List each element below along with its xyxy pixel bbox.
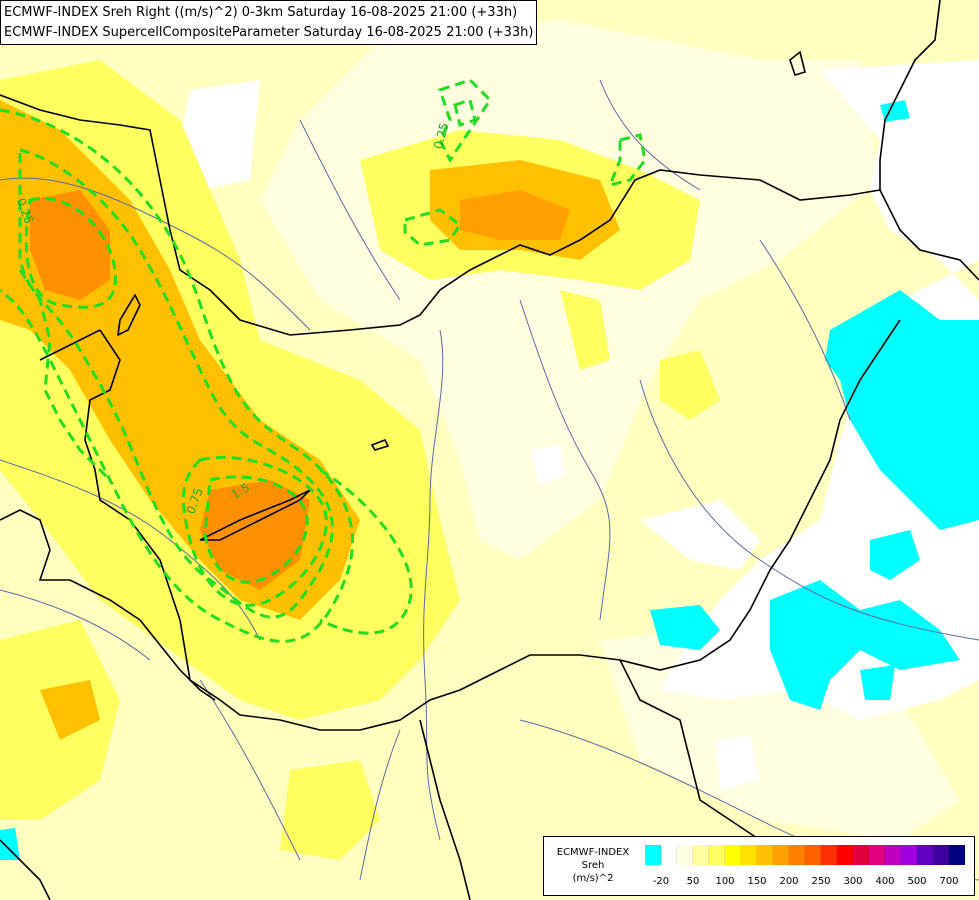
legend-swatch [901, 845, 917, 865]
legend-swatch [885, 845, 901, 865]
orange-area [40, 680, 100, 740]
river [359, 729, 401, 881]
river [423, 329, 444, 841]
legend-title: ECMWF-INDEX Sreh (m/s)^2 [548, 846, 638, 885]
river [199, 679, 301, 861]
cyan-area [860, 665, 895, 700]
white-area [530, 445, 565, 485]
scp-contour [18, 269, 112, 482]
legend-tick-label: 100 [715, 876, 735, 887]
contour-layer [0, 78, 647, 643]
legend-swatch [869, 845, 885, 865]
yellow-area [660, 350, 720, 420]
country-border [0, 839, 51, 900]
river [519, 299, 611, 621]
legend-swatch [773, 845, 789, 865]
legend-tick-label: 300 [843, 876, 863, 887]
white-area [715, 735, 760, 790]
river [299, 119, 401, 301]
legend-swatch [661, 845, 677, 865]
country-border [0, 509, 216, 701]
country-border [39, 329, 101, 361]
cyan-fill-layer [0, 100, 979, 860]
legend-swatch [805, 845, 821, 865]
river [0, 177, 311, 331]
scp-contour [607, 133, 647, 188]
country-border [0, 0, 941, 336]
legend-ticks: -20 50 100 150 200 250 300 400 500 700 [645, 876, 965, 890]
legend-swatch [725, 845, 741, 865]
legend-swatch [677, 845, 693, 865]
scp-contour [24, 197, 118, 309]
legend-swatches [645, 845, 965, 865]
scp-contour [181, 455, 328, 607]
contour-label: 0.25 [431, 121, 451, 150]
legend-swatch [693, 845, 709, 865]
scp-contour [438, 78, 492, 163]
title-line-1: ECMWF-INDEX Sreh Right ((m/s)^2) 0-3km S… [4, 5, 518, 20]
map-title: ECMWF-INDEX Sreh Right ((m/s)^2) 0-3km S… [0, 0, 538, 45]
river [759, 239, 851, 421]
legend-swatch [917, 845, 933, 865]
legend-swatch [645, 845, 661, 865]
cyan-area [0, 828, 20, 860]
scp-contour [453, 98, 477, 127]
legend-tick-label: 150 [747, 876, 767, 887]
lake [199, 489, 311, 541]
cyan-area [870, 530, 920, 580]
color-legend: ECMWF-INDEX Sreh (m/s)^2 -20 50 100 150 200 2… [543, 836, 975, 896]
legend-tick-label: -20 [652, 876, 670, 887]
legend-swatch [709, 845, 725, 865]
deep-orange-area [200, 480, 310, 590]
legend-title-line-1: ECMWF-INDEX [556, 847, 630, 858]
country-border [419, 719, 471, 900]
legend-title-line-3: (m/s)^2 [572, 873, 614, 884]
country-border [879, 189, 979, 281]
cyan-area [770, 580, 960, 710]
legend-swatch [933, 845, 949, 865]
legend-swatch [741, 845, 757, 865]
scp-contour [203, 475, 309, 584]
river [599, 79, 701, 191]
legend-tick-label: 50 [686, 876, 700, 887]
legend-swatch [837, 845, 853, 865]
yellow-area [560, 290, 610, 370]
legend-tick-label: 500 [907, 876, 927, 887]
river [639, 379, 979, 641]
deep-orange-area [460, 190, 570, 240]
lake [789, 50, 806, 76]
deep-orange-fill-layer [30, 190, 570, 590]
yellow-area [280, 760, 380, 860]
legend-swatch [789, 845, 805, 865]
scp-contour [319, 468, 413, 635]
cyan-area [825, 290, 979, 530]
white-area [180, 80, 260, 190]
river [0, 589, 151, 661]
lake [117, 293, 141, 337]
deep-orange-area [30, 190, 110, 300]
legend-swatch [821, 845, 837, 865]
legend-tick-label: 250 [811, 876, 831, 887]
legend-tick-label: 400 [875, 876, 895, 887]
legend-swatch [949, 845, 965, 865]
cyan-area [650, 605, 720, 650]
country-border [84, 319, 901, 731]
lake [370, 438, 390, 451]
title-line-2: ECMWF-INDEX SupercellCompositeParameter … [4, 25, 534, 40]
legend-tick-label: 200 [779, 876, 799, 887]
white-area [640, 500, 760, 570]
scp-contour [0, 108, 354, 643]
legend-tick-label: 700 [939, 876, 959, 887]
legend-swatch [853, 845, 869, 865]
legend-title-line-2: Sreh [581, 860, 605, 871]
scp-contour [403, 208, 463, 247]
legend-swatch [757, 845, 773, 865]
scp-contour [18, 148, 334, 619]
